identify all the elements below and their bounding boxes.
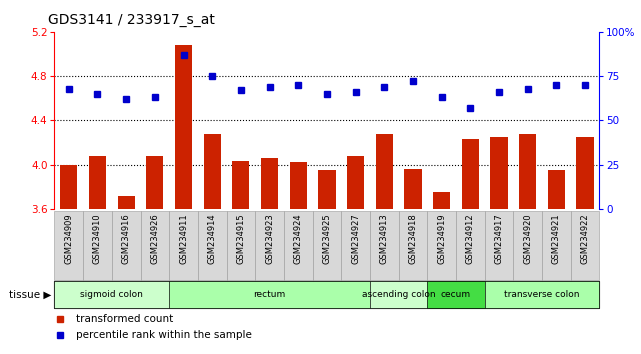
Text: ascending colon: ascending colon: [362, 290, 435, 299]
Text: transformed count: transformed count: [76, 314, 174, 324]
Bar: [290, 162, 307, 209]
Bar: [433, 192, 450, 209]
Bar: [232, 161, 249, 209]
Bar: [519, 133, 537, 209]
Bar: [462, 139, 479, 209]
Bar: [54, 281, 169, 308]
Bar: [347, 156, 364, 209]
Bar: [576, 137, 594, 209]
Bar: [485, 281, 599, 308]
Bar: [284, 211, 313, 280]
Text: GSM234923: GSM234923: [265, 213, 274, 264]
Bar: [376, 133, 393, 209]
Text: tissue ▶: tissue ▶: [9, 290, 51, 300]
Bar: [169, 281, 370, 308]
Bar: [83, 211, 112, 280]
Bar: [319, 170, 335, 209]
Text: GSM234909: GSM234909: [64, 213, 73, 264]
Bar: [542, 211, 570, 280]
Bar: [117, 195, 135, 209]
Bar: [513, 211, 542, 280]
Text: GSM234921: GSM234921: [552, 213, 561, 264]
Bar: [399, 211, 428, 280]
Text: GSM234912: GSM234912: [466, 213, 475, 264]
Text: percentile rank within the sample: percentile rank within the sample: [76, 330, 252, 339]
Bar: [456, 211, 485, 280]
Bar: [428, 211, 456, 280]
Bar: [570, 211, 599, 280]
Text: GDS3141 / 233917_s_at: GDS3141 / 233917_s_at: [48, 12, 215, 27]
Bar: [255, 211, 284, 280]
Text: GSM234913: GSM234913: [379, 213, 388, 264]
Text: GSM234914: GSM234914: [208, 213, 217, 264]
Bar: [341, 211, 370, 280]
Text: GSM234917: GSM234917: [494, 213, 503, 264]
Text: GSM234924: GSM234924: [294, 213, 303, 264]
Text: transverse colon: transverse colon: [504, 290, 579, 299]
Text: GSM234925: GSM234925: [322, 213, 331, 264]
Bar: [54, 211, 83, 280]
Bar: [112, 211, 140, 280]
Bar: [140, 211, 169, 280]
Bar: [146, 156, 163, 209]
Bar: [175, 45, 192, 209]
Text: GSM234922: GSM234922: [581, 213, 590, 264]
Bar: [547, 170, 565, 209]
Text: rectum: rectum: [253, 290, 286, 299]
Bar: [404, 169, 422, 209]
Text: GSM234926: GSM234926: [151, 213, 160, 264]
Text: sigmoid colon: sigmoid colon: [80, 290, 144, 299]
Bar: [89, 156, 106, 209]
Bar: [485, 211, 513, 280]
Text: GSM234916: GSM234916: [122, 213, 131, 264]
Bar: [370, 211, 399, 280]
Text: GSM234911: GSM234911: [179, 213, 188, 264]
Bar: [261, 158, 278, 209]
Text: GSM234920: GSM234920: [523, 213, 532, 264]
Bar: [204, 133, 221, 209]
Bar: [169, 211, 198, 280]
Bar: [226, 211, 255, 280]
Text: GSM234927: GSM234927: [351, 213, 360, 264]
Bar: [60, 165, 78, 209]
Bar: [490, 137, 508, 209]
Text: GSM234910: GSM234910: [93, 213, 102, 264]
Bar: [313, 211, 341, 280]
Bar: [428, 281, 485, 308]
Text: GSM234918: GSM234918: [408, 213, 417, 264]
Bar: [370, 281, 428, 308]
Text: GSM234919: GSM234919: [437, 213, 446, 264]
Text: cecum: cecum: [441, 290, 471, 299]
Bar: [198, 211, 226, 280]
Text: GSM234915: GSM234915: [237, 213, 246, 264]
